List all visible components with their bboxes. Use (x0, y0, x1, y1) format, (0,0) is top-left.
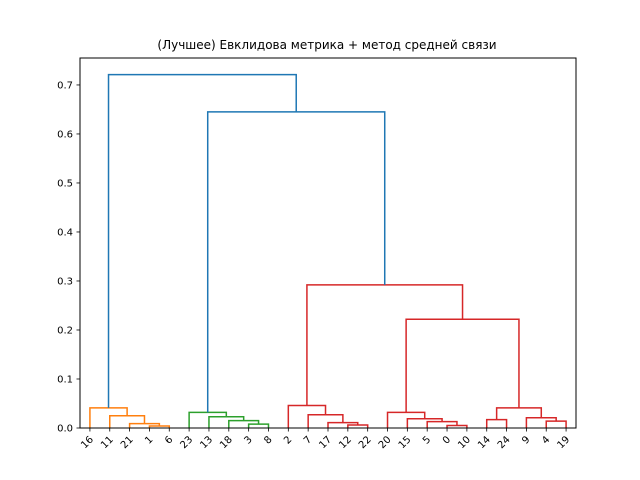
y-tick-label: 0.0 (57, 424, 73, 435)
dendrogram-link (109, 414, 146, 428)
leaf-label: 14 (476, 434, 493, 451)
leaf-label: 20 (377, 434, 394, 451)
y-axis: 0.0 0.1 0.2 0.3 0.4 0.5 0.6 0.7 (57, 80, 80, 435)
leaf-label: 15 (397, 434, 414, 451)
leaf-label: 10 (456, 434, 473, 451)
y-tick-label: 0.4 (57, 227, 73, 238)
dendrogram-link (208, 415, 245, 428)
y-tick-label: 0.2 (57, 325, 73, 336)
leaf-label: 13 (198, 434, 215, 451)
dendrogram-link (405, 318, 520, 413)
dendrogram-link (89, 407, 128, 428)
dendrogram-link (247, 423, 270, 428)
dendrogram-link (188, 411, 228, 428)
leaf-label: 19 (555, 434, 572, 451)
dendrogram-link (485, 418, 508, 428)
leaf-label: 8 (262, 434, 274, 446)
leaf-label: 18 (218, 434, 235, 451)
plot-frame (79, 57, 577, 429)
leaf-label: 24 (496, 434, 513, 451)
dendrogram-link (307, 414, 344, 428)
y-tick-label: 0.1 (57, 374, 73, 385)
y-tick-label: 0.5 (57, 178, 73, 189)
y-tick-label: 0.3 (57, 276, 73, 287)
dendrogram-link (525, 416, 557, 428)
dendrogram-link (206, 111, 386, 413)
dendrogram-link (306, 284, 464, 406)
leaf-label: 22 (357, 434, 374, 451)
dendrogram-links (89, 73, 567, 428)
leaf-label: 7 (302, 434, 314, 446)
leaf-label: 17 (317, 434, 334, 451)
leaf-label: 0 (441, 434, 453, 446)
y-tick-label: 0.7 (57, 80, 73, 91)
chart-title: (Лучшее) Евклидова метрика + метод средн… (157, 38, 496, 52)
dendrogram-link (386, 411, 426, 428)
leaf-label: 23 (178, 434, 195, 451)
leaf-label: 1 (143, 434, 155, 446)
x-axis: 16 11 21 1 6 23 13 18 3 8 2 7 17 12 22 20 15 5 0 10 14 24 9 4 19 (79, 428, 572, 451)
leaf-label: 16 (79, 434, 96, 451)
leaf-label: 5 (421, 434, 433, 446)
leaf-label: 21 (119, 434, 136, 451)
leaf-label: 4 (540, 434, 552, 446)
leaf-label: 2 (282, 434, 294, 446)
dendrogram-link (406, 417, 443, 428)
leaf-label: 3 (242, 434, 254, 446)
leaf-label: 9 (520, 434, 532, 446)
leaf-label: 11 (99, 434, 116, 451)
dendrogram-link (287, 404, 327, 428)
leaf-label: 12 (337, 434, 354, 451)
dendrogram-link (107, 73, 297, 408)
leaf-label: 6 (163, 434, 175, 446)
y-tick-label: 0.6 (57, 129, 73, 140)
dendrogram-link (545, 420, 567, 428)
